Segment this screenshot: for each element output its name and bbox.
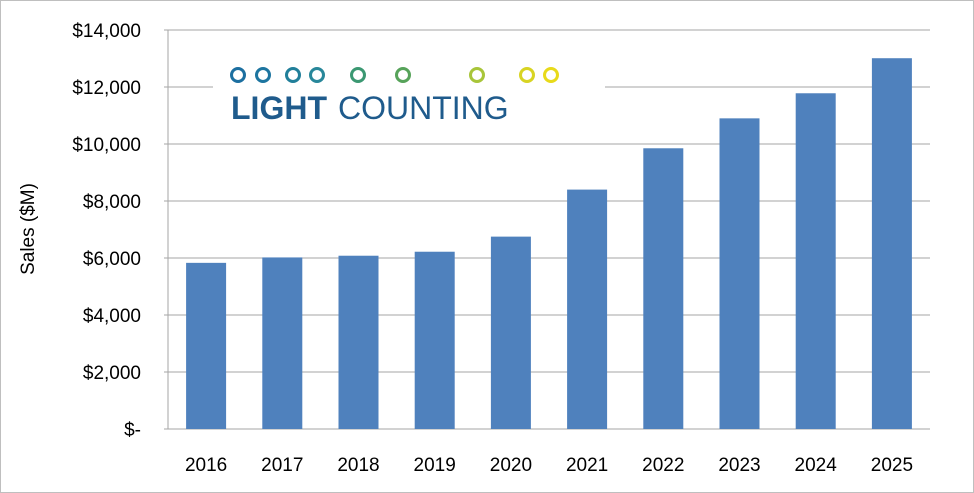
x-tick-label: 2019 <box>414 455 456 476</box>
lightcounting-logo: LIGHT COUNTING <box>213 53 605 131</box>
logo-dot <box>285 67 301 83</box>
y-tick-labels: $- $2,000 $4,000 $6,000 $8,000 $10,000 $12,000… <box>72 21 141 441</box>
logo-dot <box>350 67 366 83</box>
logo-dot <box>309 67 325 83</box>
y-axis-label: Sales ($M) <box>18 183 39 275</box>
logo-text-light: LIGHT <box>231 90 327 126</box>
x-tick-label: 2022 <box>642 455 684 476</box>
x-tick-label: 2025 <box>871 455 913 476</box>
x-tick-label: 2018 <box>337 455 379 476</box>
y-tick-label: $10,000 <box>72 135 141 156</box>
y-tick-label: $12,000 <box>72 78 141 99</box>
bar-2019 <box>414 251 455 429</box>
x-tick-label: 2020 <box>490 455 532 476</box>
x-tick-label: 2024 <box>795 455 838 476</box>
x-tick-label: 2023 <box>718 455 760 476</box>
bar-2023 <box>719 118 760 429</box>
logo-dot <box>519 67 535 83</box>
logo-dot <box>230 67 246 83</box>
y-tick-label: $14,000 <box>72 21 141 42</box>
bar-2016 <box>186 262 227 429</box>
x-tick-label: 2016 <box>185 455 227 476</box>
bar-2022 <box>643 148 684 429</box>
y-tick-label: $2,000 <box>83 363 141 384</box>
bar-2024 <box>795 93 836 430</box>
logo-dot <box>395 67 411 83</box>
bar-2017 <box>262 257 303 429</box>
bar-2021 <box>567 189 608 429</box>
bar-2020 <box>490 236 531 429</box>
logo-dot <box>469 67 485 83</box>
x-tick-labels: 2016 2017 2018 2019 2020 2021 2022 2023 2024 2025 <box>185 455 913 476</box>
y-tick-label: $- <box>124 420 141 441</box>
logo-dot <box>543 67 559 83</box>
x-tick-label: 2017 <box>261 455 303 476</box>
y-tick-label: $8,000 <box>83 192 141 213</box>
logo-text-counting: COUNTING <box>338 90 509 126</box>
bar-2025 <box>871 58 912 430</box>
bar-2018 <box>338 255 379 429</box>
y-tick-label: $6,000 <box>83 249 141 270</box>
x-tick-label: 2021 <box>566 455 608 476</box>
logo-dot <box>255 67 271 83</box>
y-tick-label: $4,000 <box>83 306 141 327</box>
bars <box>186 58 912 430</box>
